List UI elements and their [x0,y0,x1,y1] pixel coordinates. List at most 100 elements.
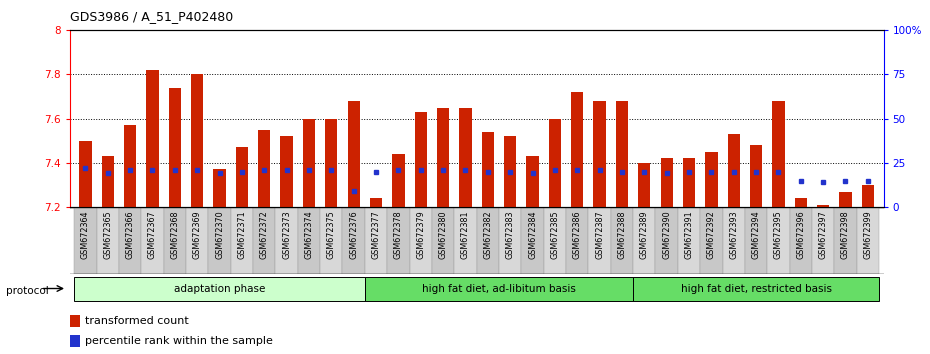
Bar [571,92,583,207]
Text: GSM672394: GSM672394 [751,210,761,259]
Text: GSM672383: GSM672383 [506,210,514,259]
Bar [459,108,472,207]
Text: GSM672385: GSM672385 [551,210,559,259]
Bar [683,158,695,207]
Bar [97,207,119,274]
Text: GSM672372: GSM672372 [259,210,269,259]
Text: percentile rank within the sample: percentile rank within the sample [86,336,273,346]
Bar [633,207,656,274]
Text: GSM672389: GSM672389 [640,210,649,259]
Bar [727,134,740,207]
Text: GSM672364: GSM672364 [81,210,90,259]
Bar [772,101,785,207]
Bar [298,207,320,274]
Bar [70,315,80,327]
Bar [723,207,745,274]
Text: GSM672373: GSM672373 [282,210,291,259]
Text: GSM672376: GSM672376 [349,210,358,259]
Bar [678,207,700,274]
Bar [387,207,409,274]
Bar [231,207,253,274]
Text: high fat diet, restricted basis: high fat diet, restricted basis [681,284,831,295]
Bar [141,207,164,274]
Text: GSM672365: GSM672365 [103,210,113,259]
Bar [275,207,298,274]
Bar [281,136,293,207]
Text: GSM672396: GSM672396 [796,210,805,259]
Text: GSM672398: GSM672398 [841,210,850,259]
Bar [259,130,271,207]
Bar [191,74,204,207]
Bar [857,207,879,274]
Bar [253,207,275,274]
Text: GSM672390: GSM672390 [662,210,671,259]
Bar [342,207,365,274]
Bar [499,207,522,274]
Bar [186,207,208,274]
Bar [840,192,852,207]
Text: GSM672397: GSM672397 [818,210,828,259]
Bar [365,278,633,301]
Bar [638,163,650,207]
Bar [365,207,387,274]
Bar [526,156,538,207]
Text: GSM672382: GSM672382 [484,210,492,259]
Text: GSM672371: GSM672371 [237,210,246,259]
Bar [235,147,248,207]
Text: adaptation phase: adaptation phase [174,284,265,295]
Bar [326,119,338,207]
Bar [476,207,499,274]
Bar [213,170,226,207]
Bar [124,125,137,207]
Bar [767,207,790,274]
Text: GSM672387: GSM672387 [595,210,604,259]
Text: high fat diet, ad-libitum basis: high fat diet, ad-libitum basis [422,284,576,295]
Bar [544,207,566,274]
Text: GSM672380: GSM672380 [439,210,447,259]
Text: transformed count: transformed count [86,316,189,326]
Text: GSM672378: GSM672378 [394,210,403,259]
Bar [589,207,611,274]
Bar [70,335,80,347]
Bar [437,108,449,207]
Bar [834,207,857,274]
Bar [660,158,672,207]
Bar [146,70,159,207]
Text: GSM672375: GSM672375 [326,210,336,259]
Bar [812,207,834,274]
Bar [79,141,91,207]
Text: GSM672367: GSM672367 [148,210,157,259]
Bar [504,136,516,207]
Bar [409,207,432,274]
Bar [790,207,812,274]
Text: GSM672381: GSM672381 [461,210,470,259]
Bar [392,154,405,207]
Bar [208,207,231,274]
Bar [168,87,181,207]
Text: GSM672369: GSM672369 [193,210,202,259]
Bar [700,207,723,274]
Bar [482,132,494,207]
Text: GSM672388: GSM672388 [618,210,627,259]
Bar [432,207,454,274]
Bar [119,207,141,274]
Text: GSM672384: GSM672384 [528,210,537,259]
Text: protocol: protocol [6,286,48,296]
Text: GSM672374: GSM672374 [304,210,313,259]
Text: GSM672399: GSM672399 [863,210,872,259]
Bar [320,207,342,274]
Bar [415,112,427,207]
Bar [611,207,633,274]
Bar [522,207,544,274]
Bar [862,185,874,207]
Text: GSM672370: GSM672370 [215,210,224,259]
Bar [549,119,561,207]
Bar [745,207,767,274]
Text: GSM672393: GSM672393 [729,210,738,259]
Bar [616,101,628,207]
Bar [817,205,830,207]
Bar [593,101,605,207]
Bar [794,198,807,207]
Bar [74,278,365,301]
Bar [454,207,476,274]
